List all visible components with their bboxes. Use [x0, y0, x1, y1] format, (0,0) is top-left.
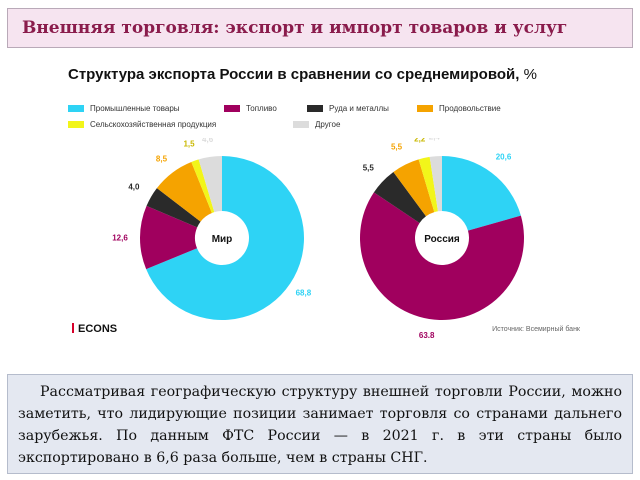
world-value-label-other: 4,6: [202, 138, 214, 144]
slide-title-box: Внешняя торговля: экспорт и импорт товар…: [7, 8, 633, 48]
donut-chart-world: 68,8 12,6 4,0 8,5 1,5 4,6 Мир: [112, 138, 312, 320]
russia-value-label-other: 2,4: [429, 138, 441, 141]
body-text: Рассматривая географическую структуру вн…: [18, 384, 622, 466]
russia-slice-ore: [373, 171, 426, 223]
russia-value-label-food: 5,5: [391, 143, 403, 152]
world-slice-food: [156, 161, 212, 222]
russia-slice-agri: [418, 156, 438, 213]
world-slice-industrial: [146, 156, 304, 320]
russia-center-label: Россия: [424, 234, 460, 245]
legend-item-agri: Сельскохозяйственная продукция: [68, 120, 216, 129]
donut-chart-russia: 20,6 63,8 5,5 5,5 2,22,4 Россия: [360, 138, 524, 338]
chart-title-text: Структура экспорта России в сравнении со…: [68, 66, 520, 83]
world-slice-agri: [191, 159, 215, 213]
econs-logo-text: ECONS: [78, 323, 118, 335]
chart-title: Структура экспорта России в сравнении со…: [68, 66, 537, 83]
legend-label-industrial: Промышленные товары: [90, 104, 180, 113]
legend-swatch-other: [293, 121, 309, 128]
world-value-label-agri: 1,5: [183, 140, 195, 149]
world-value-label-industrial: 68,8: [296, 289, 312, 298]
russia-slice-other: [429, 156, 442, 212]
legend-label-ore: Руда и металлы: [329, 104, 389, 113]
chart-source: Источник: Всемирный банк: [492, 326, 580, 333]
world-slice-other: [198, 156, 222, 213]
econs-logo: ECONS: [72, 323, 117, 335]
world-value-label-ore: 4,0: [128, 183, 140, 192]
chart-title-unit: %: [523, 66, 537, 83]
world-center-label: Мир: [212, 234, 233, 245]
legend-swatch-food: [417, 105, 433, 112]
world-value-label-fuel: 12,6: [112, 233, 128, 242]
legend-swatch-ore: [307, 105, 323, 112]
russia-slice-fuel: [360, 192, 524, 320]
world-value-label-food: 8,5: [156, 154, 168, 163]
world-slice-ore: [146, 188, 201, 228]
russia-value-label-agri: 2,2: [414, 138, 426, 143]
world-slice-fuel: [140, 205, 198, 270]
russia-value-label-fuel: 63,8: [419, 331, 435, 338]
legend-swatch-fuel: [224, 105, 240, 112]
legend-item-fuel: Топливо: [224, 104, 277, 113]
russia-value-label-ore: 5,5: [363, 163, 375, 172]
body-text-box: Рассматривая географическую структуру вн…: [7, 374, 633, 474]
legend-label-other: Другое: [315, 120, 341, 129]
legend-swatch-agri: [68, 121, 84, 128]
legend-item-other: Другое: [293, 120, 340, 129]
legend-swatch-industrial: [68, 105, 84, 112]
russia-slice-food: [393, 159, 435, 217]
legend-label-food: Продовольствие: [439, 104, 501, 113]
russia-slice-industrial: [442, 156, 521, 231]
russia-value-label-industrial: 20,6: [496, 153, 512, 162]
legend-item-ore: Руда и металлы: [307, 104, 389, 113]
legend-item-industrial: Промышленные товары: [68, 104, 180, 113]
legend-label-agri: Сельскохозяйственная продукция: [90, 120, 217, 129]
legend-label-fuel: Топливо: [246, 104, 277, 113]
chart-figure: Структура экспорта России в сравнении со…: [62, 60, 582, 350]
slide-title: Внешняя торговля: экспорт и импорт товар…: [22, 18, 568, 38]
legend-item-food: Продовольствие: [417, 104, 501, 113]
